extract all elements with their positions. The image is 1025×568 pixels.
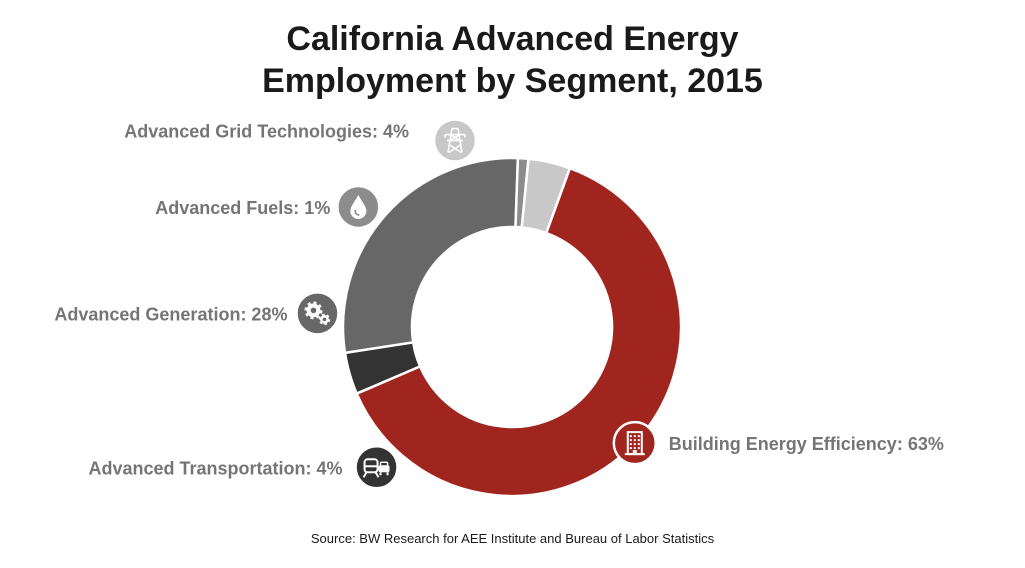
car-train-icon [354, 445, 399, 490]
slice-building-energy-efficiency [355, 166, 683, 498]
slice-advanced-grid-technologies [520, 157, 572, 235]
transmission-tower-icon [432, 118, 478, 163]
source-note: Source: BW Research for AEE Institute an… [310, 531, 715, 546]
drop-icon [336, 184, 381, 230]
slice-advanced-generation [341, 156, 520, 355]
gears-icon [295, 291, 340, 336]
chart-title-line-1: California Advanced Energy [286, 20, 739, 58]
chart-title: California Advanced Energy Employment by… [0, 18, 1025, 102]
label-advanced-transportation: Advanced Transportation: 4% [88, 458, 342, 478]
label-building-energy-efficiency: Building Energy Efficiency: 63% [669, 434, 944, 454]
segment-labels: Building Energy Efficiency: 63% Advanced … [54, 122, 943, 479]
label-advanced-grid-technologies: Advanced Grid Technologies: 4% [124, 122, 409, 142]
chart-title-line-2: Employment by Segment, 2015 [262, 62, 763, 100]
label-advanced-generation: Advanced Generation: 28% [54, 304, 287, 324]
segment-icons [295, 118, 658, 490]
donut-slices [341, 156, 683, 498]
label-advanced-fuels: Advanced Fuels: 1% [155, 198, 330, 218]
building-icon [612, 420, 658, 466]
